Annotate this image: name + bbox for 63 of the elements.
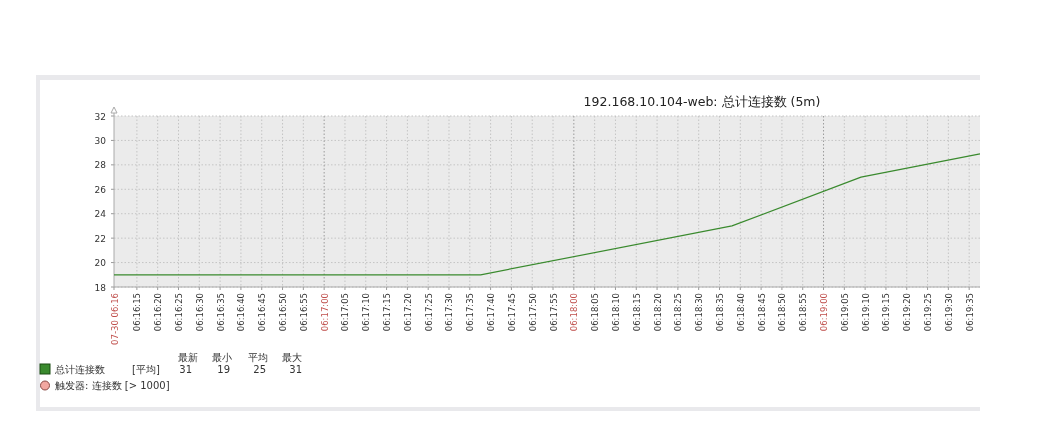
x-tick-label: 06:17:55 [548, 293, 559, 332]
x-tick-label: 06:19:00 [819, 293, 830, 332]
x-tick-label: 06:17:05 [340, 293, 351, 332]
x-tick-label: 06:18:30 [694, 293, 705, 332]
text: 触发器: 连接数 [> 1000] [55, 380, 170, 391]
x-tick-label: 06:16:15 [132, 293, 143, 332]
text: 31 [179, 364, 192, 375]
y-tick-label: 24 [94, 209, 107, 220]
y-tick-label: 18 [94, 282, 107, 293]
text: 19 [217, 364, 230, 375]
x-tick-label: 06:16:55 [298, 293, 309, 332]
x-tick-label: 06:19:10 [860, 293, 871, 332]
x-tick-label: 06:16:35 [215, 293, 226, 332]
x-tick-label: 06:17:50 [527, 293, 538, 332]
x-tick-label: 06:19:35 [964, 293, 975, 332]
text: [平均] [132, 364, 160, 375]
x-tick-label: 06:18:40 [735, 293, 746, 332]
line-series [113, 153, 981, 276]
x-tick-label: 06:16:45 [257, 293, 268, 332]
x-tick-label: 06:16:25 [173, 293, 184, 332]
x-tick-label: 06:18:55 [798, 293, 809, 332]
x-tick-label: 06:19:20 [902, 293, 913, 332]
y-tick-label: 20 [94, 258, 107, 269]
text: 最新 [178, 352, 198, 363]
x-tick-label: 06:17:20 [402, 293, 413, 332]
x-tick-label: 06:18:15 [631, 293, 642, 332]
chart-title: 192.168.10.104-web: 总计连接数 (5m) [583, 94, 821, 109]
x-tick-label: 06:16:50 [278, 293, 289, 332]
x-tick-label: 06:16:30 [194, 293, 205, 332]
x-tick-label: 06:18:20 [652, 293, 663, 332]
x-tick-label: 07-30 06:16 [109, 293, 120, 345]
x-tick-label: 06:18:25 [673, 293, 684, 332]
x-tick-label: 06:18:10 [610, 293, 621, 332]
text: 最大 [282, 352, 302, 363]
y-tick-label: 28 [94, 160, 107, 171]
text: 31 [289, 364, 302, 375]
y-tick-label: 32 [94, 111, 106, 122]
text: 25 [253, 364, 266, 375]
x-tick-label: 06:18:05 [590, 293, 601, 332]
x-tick-label: 06:16:40 [236, 293, 247, 332]
x-tick-label: 06:16:20 [153, 293, 164, 332]
x-tick-label: 06:19:30 [943, 293, 954, 332]
text: 平均 [248, 352, 268, 363]
x-tick-label: 06:18:50 [777, 293, 788, 332]
x-tick-label: 06:17:35 [465, 293, 476, 332]
x-tick-label: 06:17:10 [361, 293, 372, 332]
x-tick-label: 06:17:45 [506, 293, 517, 332]
x-tick-label: 06:17:00 [319, 293, 330, 332]
x-tick-label: 06:18:00 [569, 293, 580, 332]
x-tick-label: 06:17:30 [444, 293, 455, 332]
legend-label: 总计连接数 [54, 364, 105, 375]
x-tick-label: 06:17:40 [486, 293, 497, 332]
y-tick-label: 26 [94, 184, 107, 195]
text: 最小 [212, 352, 232, 363]
x-tick-label: 06:17:15 [382, 293, 393, 332]
x-tick-label: 06:18:35 [714, 293, 725, 332]
x-tick-label: 06:19:05 [839, 293, 850, 332]
x-tick-label: 06:19:15 [881, 293, 892, 332]
y-tick-label: 30 [94, 135, 107, 146]
y-tick-label: 22 [94, 233, 106, 244]
x-tick-label: 06:19:25 [923, 293, 934, 332]
x-tick-label: 06:18:45 [756, 293, 767, 332]
x-tick-label: 06:17:25 [423, 293, 434, 332]
